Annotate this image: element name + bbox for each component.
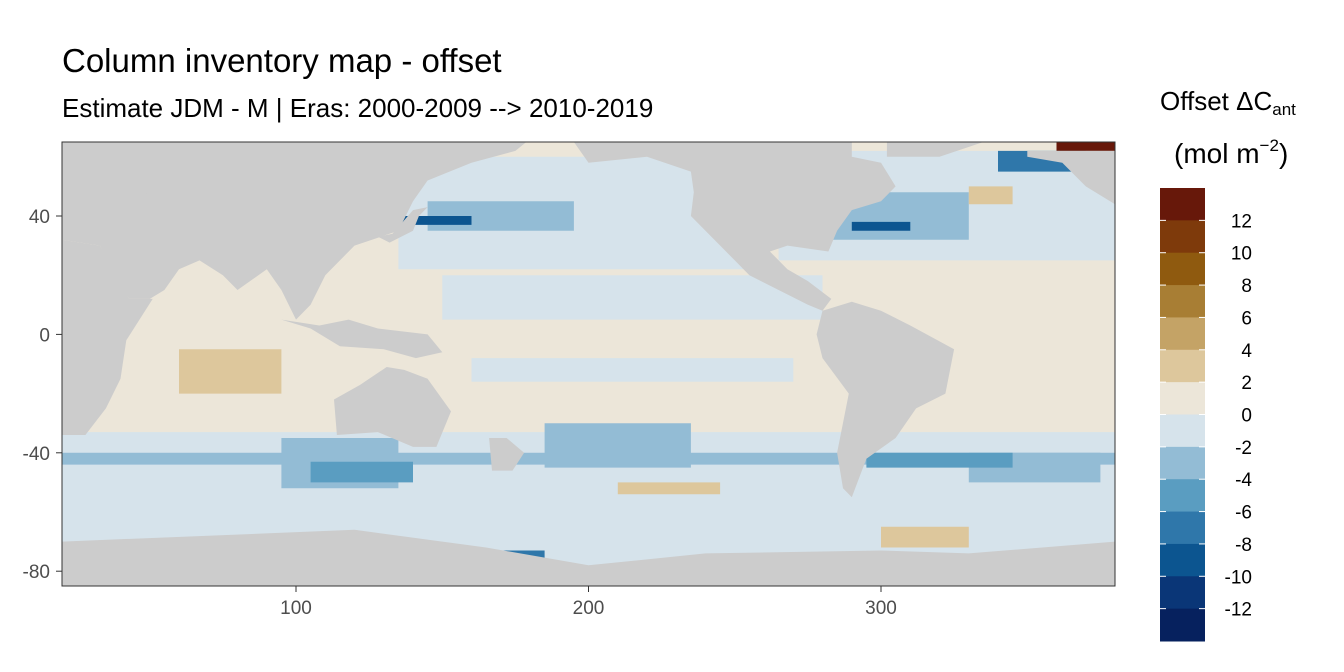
australia-land xyxy=(334,367,451,447)
x-tick-label: 300 xyxy=(865,598,897,619)
south-america-land xyxy=(816,301,955,498)
colorbar-swatch xyxy=(1160,446,1205,480)
colorbar-label: -8 xyxy=(1235,535,1252,556)
colorbar-swatch xyxy=(1160,576,1205,610)
colorbar-label: 0 xyxy=(1241,406,1252,427)
colorbar-label: -2 xyxy=(1235,438,1252,459)
new-zealand-land xyxy=(489,438,525,471)
equatorial-pacific-band xyxy=(442,275,823,320)
weddell-positive xyxy=(881,526,969,548)
colorbar-label: 12 xyxy=(1231,211,1252,232)
colorbar-swatch xyxy=(1160,479,1205,513)
colorbar-swatch xyxy=(1160,349,1205,383)
chart-subtitle: Estimate JDM - M | Eras: 2000-2009 --> 2… xyxy=(62,93,654,123)
colorbar-swatch xyxy=(1160,543,1205,577)
south-pacific-band xyxy=(471,358,794,382)
north-pacific-band xyxy=(398,156,764,270)
colorbar-swatch xyxy=(1160,285,1205,318)
africa-land xyxy=(62,239,153,435)
greenland-land xyxy=(886,142,984,157)
europe-land xyxy=(1027,150,1115,205)
japan-land xyxy=(377,207,428,243)
indian-ocean-positive xyxy=(179,349,282,394)
colorbar-label: -12 xyxy=(1225,600,1252,621)
y-tick-label: -40 xyxy=(23,444,50,465)
colorbar-label: 10 xyxy=(1231,244,1252,265)
colorbar-swatch xyxy=(1160,511,1205,545)
gulf-stream-core xyxy=(851,221,911,231)
colorbar-label: 4 xyxy=(1241,341,1252,362)
colorbar-swatch xyxy=(1160,414,1205,448)
y-tick-label: 0 xyxy=(39,325,50,346)
colorbar-label: -10 xyxy=(1225,567,1252,588)
colorbar-label: 6 xyxy=(1241,308,1252,329)
caspian-region xyxy=(120,192,165,211)
north-america-land xyxy=(573,142,896,311)
legend-unit: (mol m−2) xyxy=(1174,136,1289,169)
x-tick-label: 200 xyxy=(573,598,605,619)
north-atlantic-positive xyxy=(968,186,1013,205)
y-tick-label: -80 xyxy=(23,562,50,583)
colorbar-swatch xyxy=(1160,608,1205,642)
south-pacific-positive xyxy=(617,482,721,495)
maritime-continent-land xyxy=(281,319,443,359)
eurasia-land xyxy=(62,142,527,320)
colorbar-swatch xyxy=(1160,188,1205,221)
land-masks xyxy=(62,142,1115,586)
colorbar-label: 2 xyxy=(1241,373,1252,394)
colorbar-swatch xyxy=(1160,382,1205,415)
y-tick-label: 40 xyxy=(29,207,50,228)
colorbar-label: -6 xyxy=(1235,503,1252,524)
acc-strong-patch xyxy=(866,452,1013,468)
colorbar-swatch xyxy=(1160,317,1205,351)
colorbar-label: 8 xyxy=(1241,276,1252,297)
colorbar-label: -4 xyxy=(1235,470,1252,491)
x-tick-label: 100 xyxy=(280,598,312,619)
antarctica-land xyxy=(62,529,1115,586)
colorbar-swatch xyxy=(1160,220,1205,254)
chart-title: Column inventory map - offset xyxy=(62,42,502,79)
arctic-hotspot xyxy=(1056,142,1115,151)
map-layer xyxy=(62,142,1115,586)
acc-indian-strong xyxy=(310,461,413,483)
colorbar-swatch xyxy=(1160,252,1205,286)
legend-title: Offset ΔCant xyxy=(1160,86,1296,119)
colorbar: 12 10 8 6 4 2 0 -2 -4 -6 -8 -10 -12 xyxy=(1160,188,1252,642)
